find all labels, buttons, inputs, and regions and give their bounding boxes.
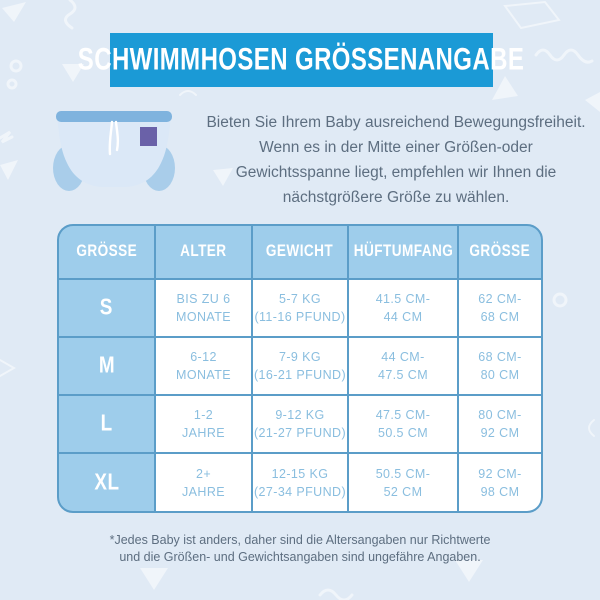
table-cell-weight-m: 7-9 KG (16-21 PFUND) (253, 338, 347, 394)
table-cell-age-s: BIS ZU 6 MONATE (156, 280, 251, 336)
table-cell-hip-l: 47.5 CM- 50.5 CM (349, 396, 457, 452)
column-header-hip: HÜFTUMFANG (349, 226, 457, 278)
table-cell-weight-xl: 12-15 KG (27-34 PFUND) (253, 454, 347, 511)
footnote-line: *Jedes Baby ist anders, daher sind die A… (109, 533, 491, 547)
intro-line: nächstgrößere Größe zu wählen. (282, 189, 510, 206)
size-cell-m: M (59, 338, 154, 394)
table-cell-age-l: 1-2 JAHRE (156, 396, 251, 452)
table-cell-height-xl: 92 CM- 98 CM (459, 454, 541, 511)
column-header-age: ALTER (156, 226, 251, 278)
diaper-drawstring (114, 120, 120, 152)
diaper-waistband (56, 111, 172, 122)
intro-line: Bieten Sie Ihrem Baby ausreichend Bewegu… (206, 114, 586, 131)
table-cell-height-l: 80 CM- 92 CM (459, 396, 541, 452)
table-cell-weight-l: 9-12 KG (21-27 PFUND) (253, 396, 347, 452)
size-table: GRÖSSE ALTER GEWICHT HÜFTUMFANG GRÖSSE S… (57, 224, 543, 513)
table-cell-hip-m: 44 CM- 47.5 CM (349, 338, 457, 394)
diaper-tag (140, 127, 157, 146)
intro-text: Bieten Sie Ihrem Baby ausreichend Bewegu… (200, 110, 592, 210)
title-banner: SCHWIMMHOSEN GRÖSSENANGABE (78, 33, 524, 87)
intro-line: Wenn es in der Mitte einer Größen-oder (259, 139, 533, 156)
table-cell-hip-s: 41.5 CM- 44 CM (349, 280, 457, 336)
diaper-drawstring (108, 120, 114, 156)
table-cell-hip-xl: 50.5 CM- 52 CM (349, 454, 457, 511)
swim-diaper-illustration (53, 111, 175, 191)
footnote: *Jedes Baby ist anders, daher sind die A… (60, 532, 540, 566)
page-title: SCHWIMMHOSEN GRÖSSENANGABE (78, 42, 525, 77)
size-cell-l: L (59, 396, 154, 452)
size-cell-s: S (59, 280, 154, 336)
column-header-size: GRÖSSE (59, 226, 154, 278)
footnote-line: und die Größen- und Gewichtsangaben sind… (119, 550, 481, 564)
table-cell-height-s: 62 CM- 68 CM (459, 280, 541, 336)
size-cell-xl: XL (59, 454, 154, 511)
table-cell-age-m: 6-12 MONATE (156, 338, 251, 394)
intro-line: Gewichtsspanne liegt, empfehlen wir Ihne… (235, 164, 557, 181)
table-cell-height-m: 68 CM- 80 CM (459, 338, 541, 394)
table-cell-weight-s: 5-7 KG (11-16 PFUND) (253, 280, 347, 336)
table-cell-age-xl: 2+ JAHRE (156, 454, 251, 511)
column-header-weight: GEWICHT (253, 226, 347, 278)
column-header-height: GRÖSSE (459, 226, 541, 278)
